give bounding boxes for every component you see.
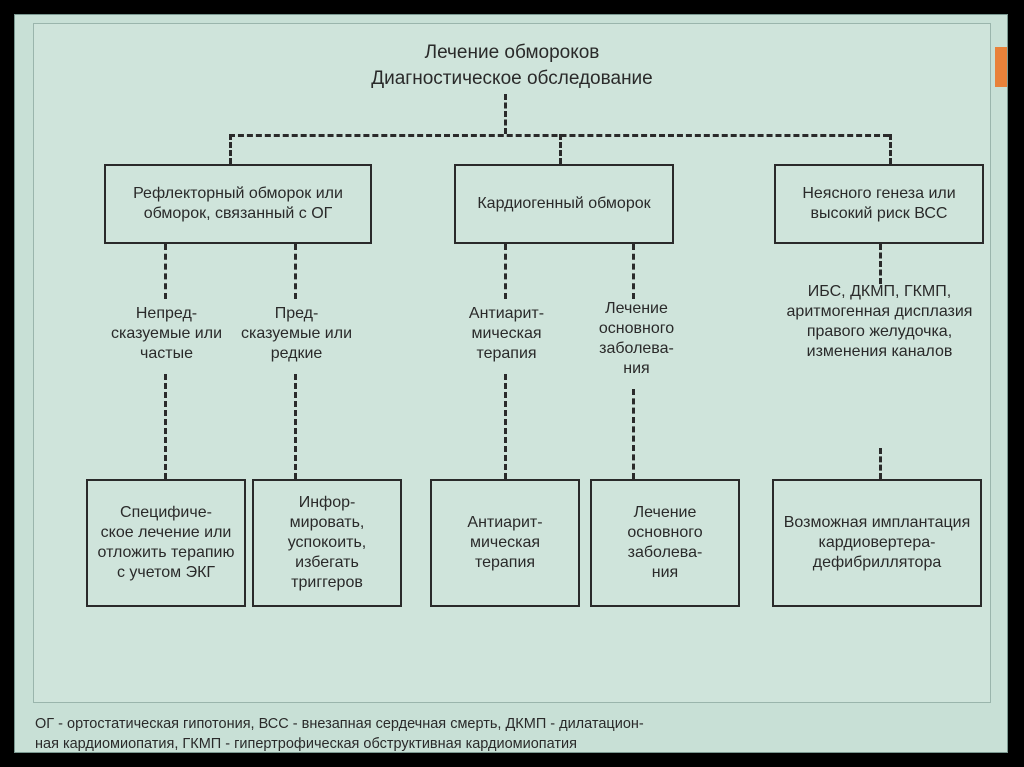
node-specific: Специфиче-ское лечение или отложить тера…: [86, 479, 246, 607]
conn-reflex-r: [294, 244, 297, 299]
node-unclear: Неясного генеза или высокий риск ВСС: [774, 164, 984, 244]
title-line2: Диагностическое обследование: [34, 68, 990, 90]
node-inform: Инфор-мировать, успокоить, избегать триг…: [252, 479, 402, 607]
conn-spec: [164, 374, 167, 479]
node-implant: Возможная имплантация кардиовертера-дефи…: [772, 479, 982, 607]
diagram-panel: Лечение обмороков Диагностическое обслед…: [33, 23, 991, 703]
conn-implant: [879, 448, 882, 479]
conn-cardio-l: [504, 244, 507, 299]
conn-drop-reflex: [229, 134, 232, 164]
node-reflex: Рефлекторный обморок или обморок, связан…: [104, 164, 372, 244]
conn-drop-cardio: [559, 134, 562, 164]
title-line1: Лечение обмороков: [34, 42, 990, 64]
node-pred: Пред-сказуемые или редкие: [234, 304, 359, 364]
node-cardio: Кардиогенный обморок: [454, 164, 674, 244]
conn-drop-unclear: [889, 134, 892, 164]
conn-antiar2: [504, 374, 507, 479]
node-underlying1: Лечение основного заболева-ния: [574, 299, 699, 379]
node-antiar1: Антиарит-мическая терапия: [449, 304, 564, 364]
node-antiar2: Антиарит-мическая терапия: [430, 479, 580, 607]
conn-underlying2: [632, 389, 635, 479]
node-ibs: ИБС, ДКМП, ГКМП, аритмогенная дисплазия …: [782, 282, 977, 362]
node-unpred: Непред-сказуемые или частые: [104, 304, 229, 364]
outer-frame: Лечение обмороков Диагностическое обслед…: [14, 14, 1008, 753]
conn-inform: [294, 374, 297, 479]
conn-reflex-l: [164, 244, 167, 299]
footnote: ОГ - ортостатическая гипотония, ВСС - вн…: [35, 715, 987, 754]
conn-root-v: [504, 94, 507, 134]
conn-unclear: [879, 244, 882, 284]
accent-bar: [995, 47, 1007, 87]
node-underlying2: Лечение основного заболева-ния: [590, 479, 740, 607]
conn-cardio-r: [632, 244, 635, 299]
